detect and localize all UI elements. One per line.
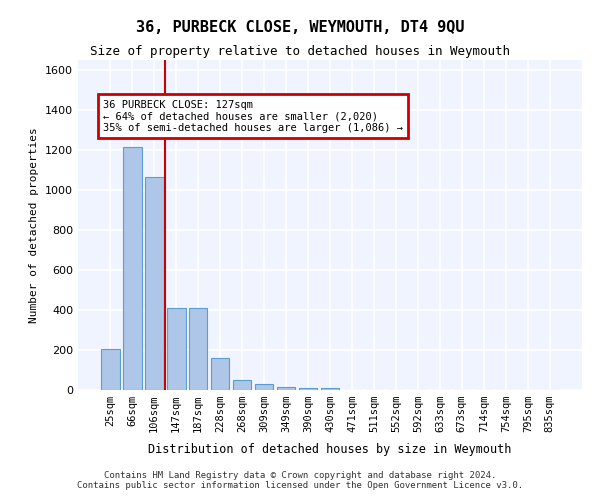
Text: Size of property relative to detached houses in Weymouth: Size of property relative to detached ho… (90, 45, 510, 58)
Y-axis label: Number of detached properties: Number of detached properties (29, 127, 40, 323)
Bar (211, 358, 229, 390)
Text: 36 PURBECK CLOSE: 127sqm
← 64% of detached houses are smaller (2,020)
35% of sem: 36 PURBECK CLOSE: 127sqm ← 64% of detach… (103, 100, 403, 133)
Bar (101, 349, 119, 390)
Text: 36, PURBECK CLOSE, WEYMOUTH, DT4 9QU: 36, PURBECK CLOSE, WEYMOUTH, DT4 9QU (136, 20, 464, 35)
Bar (255, 384, 274, 390)
Bar (233, 380, 251, 390)
Bar (145, 177, 164, 390)
Bar (167, 308, 185, 390)
Bar (277, 387, 295, 390)
Text: Contains HM Land Registry data © Crown copyright and database right 2024.
Contai: Contains HM Land Registry data © Crown c… (77, 470, 523, 490)
Bar (299, 388, 317, 390)
X-axis label: Distribution of detached houses by size in Weymouth: Distribution of detached houses by size … (148, 444, 512, 456)
Bar (123, 147, 142, 390)
Bar (320, 388, 340, 390)
Bar (189, 308, 208, 390)
